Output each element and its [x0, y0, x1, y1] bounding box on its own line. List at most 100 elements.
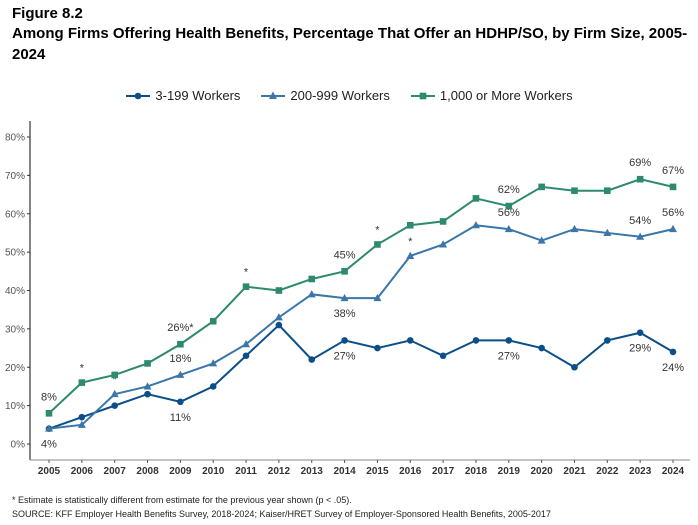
x-tick-label: 2017 [432, 466, 455, 477]
data-point [45, 410, 53, 417]
x-tick-label: 2008 [136, 466, 159, 477]
legend-triangle-icon [261, 91, 286, 99]
x-tick-label: 2015 [366, 466, 389, 477]
data-point [472, 337, 480, 344]
data-point [439, 352, 447, 360]
data-point [275, 321, 283, 329]
x-tick-label: 2024 [662, 466, 685, 477]
significance-asterisk: * [408, 236, 413, 248]
data-point [406, 337, 414, 344]
legend-label: 1,000 or More Workers [439, 88, 573, 103]
data-point [341, 337, 348, 344]
figure-label: Figure 8.2 [12, 5, 83, 22]
data-label: 27% [498, 350, 520, 362]
data-point [636, 329, 644, 337]
data-label: 45% [334, 249, 356, 261]
data-label: 26%* [167, 322, 194, 334]
y-tick-label: 60% [5, 209, 25, 220]
data-point [308, 356, 316, 363]
data-point [242, 352, 250, 360]
x-tick-label: 2019 [498, 466, 521, 477]
x-tick-label: 2021 [563, 466, 586, 477]
legend-item: 1,000 or More Workers [410, 88, 573, 103]
data-point [209, 383, 217, 390]
legend-item: 200-999 Workers [260, 88, 390, 103]
significance-asterisk: * [244, 267, 249, 279]
data-point [176, 370, 185, 378]
data-label: 29% [629, 343, 651, 355]
data-label: 18% [169, 353, 191, 365]
y-tick-label: 80% [5, 133, 25, 144]
data-point [78, 413, 86, 421]
data-point [209, 359, 218, 367]
x-tick-label: 2014 [333, 466, 356, 477]
data-point [77, 420, 86, 428]
data-point [374, 241, 381, 248]
data-point [472, 195, 480, 202]
x-tick-label: 2023 [629, 466, 652, 477]
data-label: 38% [334, 308, 356, 320]
x-tick-label: 2016 [399, 466, 422, 477]
legend-label: 200-999 Workers [290, 88, 390, 103]
source-note: SOURCE: KFF Employer Health Benefits Sur… [12, 509, 551, 519]
data-point [111, 402, 118, 409]
significance-asterisk: * [375, 224, 380, 236]
x-tick-label: 2010 [202, 466, 225, 477]
y-tick-label: 70% [5, 171, 25, 182]
legend-circle-icon [126, 92, 151, 99]
x-tick-label: 2018 [465, 466, 488, 477]
data-point [209, 317, 217, 325]
y-tick-label: 40% [5, 286, 25, 297]
data-point [373, 293, 382, 302]
data-point [669, 224, 677, 233]
data-point [177, 398, 184, 406]
data-point [341, 268, 348, 275]
data-point [374, 344, 381, 352]
data-point [570, 224, 579, 233]
data-point [406, 251, 415, 259]
data-point [143, 382, 152, 390]
data-point [308, 275, 316, 283]
data-point [505, 337, 513, 344]
y-tick-label: 30% [5, 324, 25, 335]
footnote: * Estimate is statistically different fr… [12, 495, 352, 505]
data-label: 24% [662, 362, 684, 374]
data-label: 4% [41, 439, 57, 451]
data-point [537, 236, 546, 244]
data-point [471, 221, 480, 229]
series-line-1 [48, 224, 674, 430]
data-point [274, 313, 283, 321]
data-point [307, 290, 316, 298]
chart-title: Among Firms Offering Health Benefits, Pe… [12, 25, 688, 63]
data-point [242, 340, 251, 348]
x-tick-label: 2012 [268, 466, 291, 477]
data-label: 54% [629, 215, 651, 227]
data-point [504, 224, 513, 233]
data-point [45, 424, 53, 432]
legend-square-icon [410, 92, 435, 99]
x-tick-label: 2006 [71, 466, 94, 477]
significance-asterisk: * [113, 374, 118, 386]
data-point [603, 228, 612, 236]
legend-item: 3-199 Workers [125, 88, 240, 103]
y-tick-label: 20% [5, 363, 25, 374]
data-point [242, 283, 250, 290]
y-tick-label: 0% [11, 440, 26, 451]
data-label: 56% [662, 207, 684, 219]
data-point [110, 389, 119, 398]
data-point [538, 344, 545, 352]
series-line-2 [48, 178, 674, 415]
data-point [111, 371, 118, 379]
data-label: 62% [498, 184, 520, 196]
y-tick-label: 50% [5, 248, 25, 259]
data-point [505, 202, 513, 210]
y-tick-label: 10% [5, 401, 25, 412]
x-tick-label: 2022 [596, 466, 619, 477]
data-point [604, 187, 611, 195]
data-point [340, 293, 349, 302]
data-point [439, 218, 447, 225]
data-label: 56% [498, 207, 520, 219]
data-point [144, 360, 151, 367]
data-label: 67% [662, 165, 684, 177]
legend-label: 3-199 Workers [155, 88, 241, 103]
